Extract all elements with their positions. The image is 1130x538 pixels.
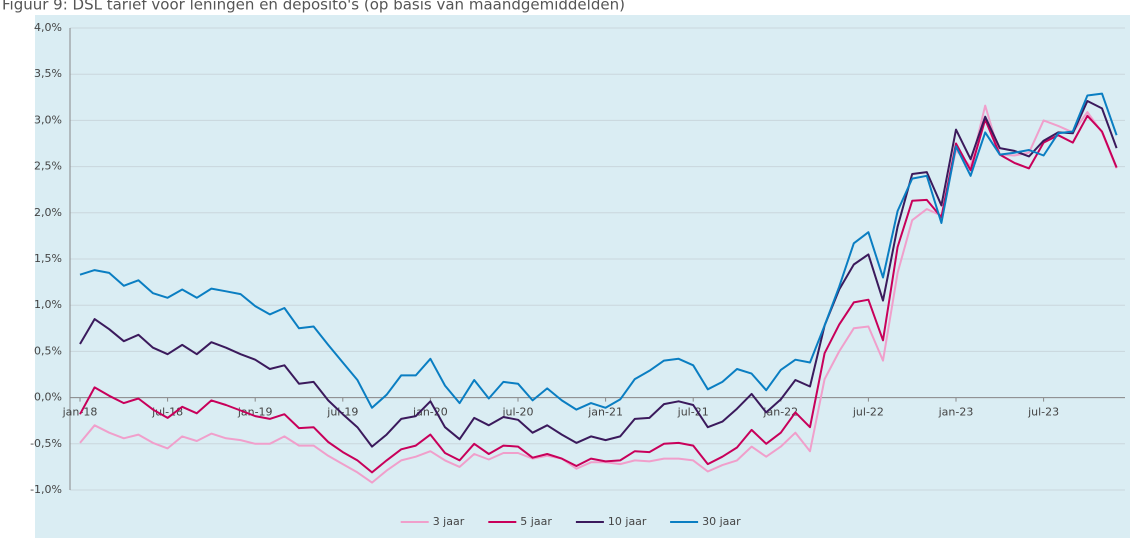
y-tick-label: 4,0% (34, 21, 62, 34)
x-tick-label: jul-22 (852, 406, 884, 419)
legend-label: 10 jaar (608, 515, 647, 528)
x-tick-label: jul-18 (151, 406, 183, 419)
x-tick-label: jan-18 (62, 406, 98, 419)
y-tick-label: 1,5% (34, 252, 62, 265)
y-tick-label: 3,5% (34, 67, 62, 80)
y-tick-label: 2,0% (34, 206, 62, 219)
x-tick-label: jul-21 (677, 406, 709, 419)
y-tick-label: -0,5% (30, 437, 62, 450)
series-line (79, 92, 1118, 411)
x-tick-label: jul-19 (326, 406, 358, 419)
legend-label: 3 jaar (433, 515, 465, 528)
x-tick-label: jan-21 (587, 406, 623, 419)
x-tick-label: jan-20 (412, 406, 448, 419)
y-tick-label: 2,5% (34, 160, 62, 173)
chart-title: Figuur 9: DSL tarief voor leningen en de… (2, 0, 625, 14)
plot-background (35, 15, 1130, 538)
series-line (79, 100, 1118, 448)
y-tick-label: 0,5% (34, 344, 62, 357)
x-tick-label: jan-19 (237, 406, 273, 419)
y-tick-label: 0,0% (34, 391, 62, 404)
y-tick-label: 1,0% (34, 298, 62, 311)
y-tick-label: -1,0% (30, 483, 62, 496)
y-tick-label: 3,0% (34, 113, 62, 126)
x-tick-label: jan-23 (938, 406, 974, 419)
legend-label: 5 jaar (520, 515, 552, 528)
legend-label: 30 jaar (702, 515, 741, 528)
x-tick-label: jul-20 (501, 406, 533, 419)
x-tick-label: jul-23 (1027, 406, 1059, 419)
